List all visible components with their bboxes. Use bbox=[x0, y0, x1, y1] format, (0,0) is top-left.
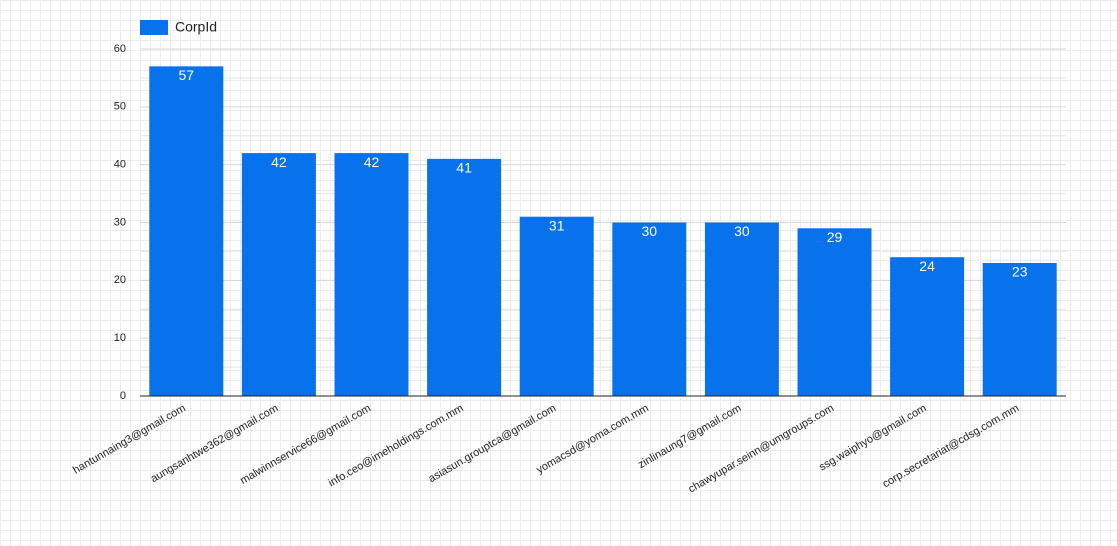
legend-swatch bbox=[140, 20, 168, 35]
value-label: 30 bbox=[642, 223, 658, 239]
value-label: 42 bbox=[271, 154, 287, 170]
x-tick-label: chawyupar.seinn@umgroups.com bbox=[686, 402, 836, 495]
bar bbox=[427, 158, 502, 396]
y-tick-label: 50 bbox=[114, 101, 126, 113]
y-tick-label: 30 bbox=[114, 216, 126, 228]
value-label: 31 bbox=[549, 217, 565, 233]
y-tick-label: 20 bbox=[114, 274, 126, 286]
bar bbox=[519, 216, 594, 396]
y-tick-label: 10 bbox=[114, 332, 126, 344]
bar bbox=[149, 66, 224, 396]
bar bbox=[704, 222, 779, 396]
bar bbox=[334, 153, 409, 396]
bar bbox=[612, 222, 687, 396]
bar bbox=[241, 153, 316, 396]
value-label: 41 bbox=[456, 160, 472, 176]
bar bbox=[797, 228, 872, 396]
value-label: 42 bbox=[364, 154, 380, 170]
value-label: 23 bbox=[1012, 264, 1028, 280]
y-tick-label: 40 bbox=[114, 159, 126, 171]
y-tick-label: 0 bbox=[120, 390, 126, 402]
bar bbox=[982, 262, 1057, 396]
value-label: 30 bbox=[734, 223, 750, 239]
value-label: 24 bbox=[919, 258, 935, 274]
bar bbox=[890, 257, 965, 396]
legend-label: CorpId bbox=[175, 19, 217, 35]
y-tick-label: 60 bbox=[114, 43, 126, 55]
value-label: 29 bbox=[827, 229, 843, 245]
value-label: 57 bbox=[179, 67, 195, 83]
